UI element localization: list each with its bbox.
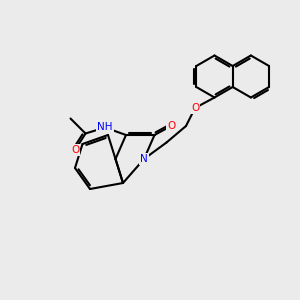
Text: O: O: [167, 121, 175, 131]
Text: O: O: [71, 145, 79, 155]
Text: N: N: [140, 154, 148, 164]
Text: NH: NH: [97, 122, 113, 133]
Text: O: O: [191, 103, 199, 113]
